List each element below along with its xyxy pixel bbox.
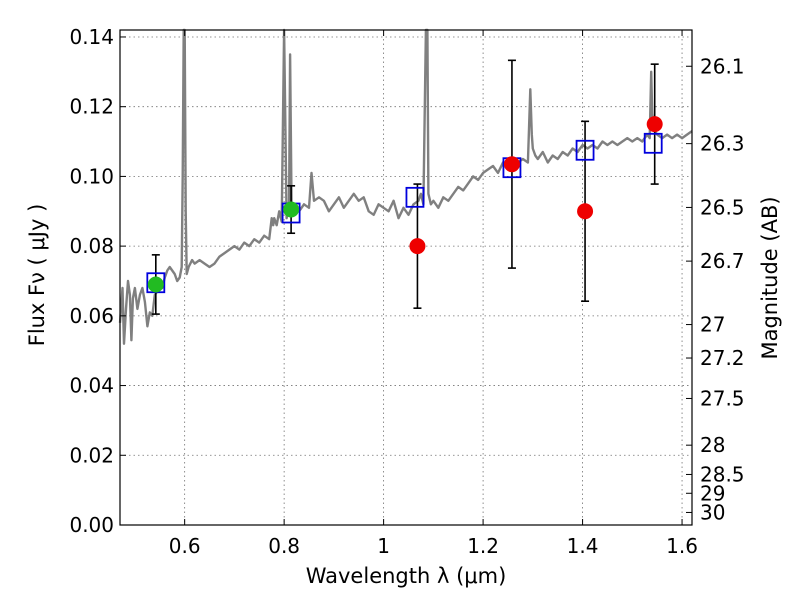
spectrum-line bbox=[118, 28, 693, 345]
x-tick-label: 1.6 bbox=[666, 534, 698, 558]
y-tick-label: 0.08 bbox=[69, 234, 114, 258]
right-tick-label: 26.5 bbox=[700, 195, 745, 219]
y-tick-label: 0.00 bbox=[69, 513, 114, 537]
x-tick-label: 1.4 bbox=[567, 534, 599, 558]
x-axis-label: Wavelength λ (μm) bbox=[306, 564, 507, 588]
observed-flux-point bbox=[147, 276, 164, 293]
markers bbox=[146, 116, 663, 294]
right-axis-label: Magnitude (AB) bbox=[758, 196, 782, 359]
synthetic-flux-square bbox=[405, 186, 425, 208]
right-tick-label: 28 bbox=[700, 433, 725, 457]
observed-flux-point bbox=[283, 201, 300, 218]
observed-flux-point bbox=[503, 156, 520, 173]
synthetic-flux-square bbox=[643, 132, 663, 154]
x-tick-label: 1.2 bbox=[467, 534, 499, 558]
right-tick-label: 27.5 bbox=[700, 386, 745, 410]
plot-frame bbox=[119, 29, 693, 526]
y-tick-label: 0.14 bbox=[69, 25, 114, 49]
right-tick-label: 27.2 bbox=[700, 346, 745, 370]
y-tick-label: 0.04 bbox=[69, 374, 114, 398]
right-tick-label: 30 bbox=[700, 500, 725, 524]
observed-flux-point bbox=[409, 238, 426, 255]
observed-flux-point bbox=[577, 203, 594, 220]
x-tick-label: 0.6 bbox=[169, 534, 201, 558]
ticks: 0.6 0.8 1 1.2 1.4 1.6 0.00 0.02 0.04 0.06 0.08 0.10… bbox=[69, 25, 744, 558]
right-tick-label: 26.3 bbox=[700, 132, 745, 156]
x-tick-label: 1 bbox=[377, 534, 390, 558]
right-tick-label: 27 bbox=[700, 313, 725, 337]
right-tick-label: 28.5 bbox=[700, 462, 745, 486]
x-tick-label: 0.8 bbox=[268, 534, 300, 558]
observed-flux-point bbox=[646, 116, 663, 133]
y-axis-label: Flux Fν ( μJy ) bbox=[25, 204, 49, 347]
right-tick-label: 26.7 bbox=[700, 249, 745, 273]
y-tick-label: 0.02 bbox=[69, 443, 114, 467]
right-tick-label: 29 bbox=[700, 481, 725, 505]
y-tick-label: 0.06 bbox=[69, 304, 114, 328]
spectrum-series bbox=[118, 28, 693, 345]
grid-lines bbox=[120, 30, 692, 526]
y-tick-label: 0.12 bbox=[69, 95, 114, 119]
y-tick-label: 0.10 bbox=[69, 164, 114, 188]
right-tick-label: 26.1 bbox=[700, 54, 745, 78]
synthetic-flux-square bbox=[575, 139, 595, 161]
